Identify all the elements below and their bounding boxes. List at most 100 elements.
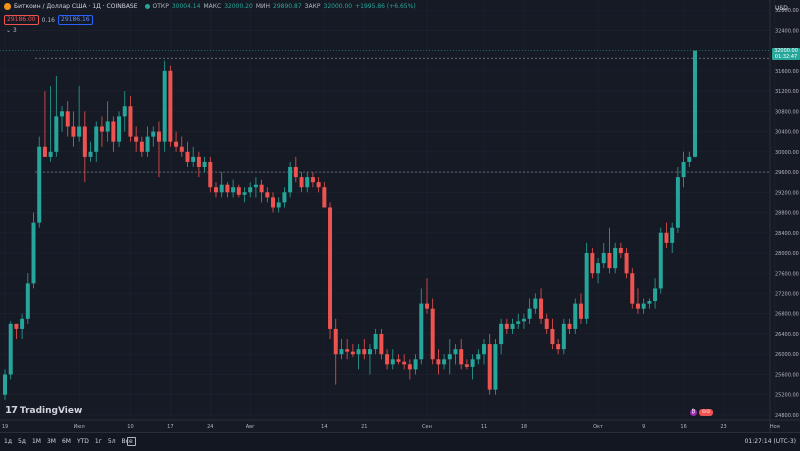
price-chart[interactable]: 24800.00 25200.00 25600.00 26000.00 26400.00… bbox=[0, 0, 800, 432]
candle-body-114 bbox=[653, 288, 658, 302]
clock-display[interactable]: 01:27:14 (UTC-3) bbox=[744, 438, 796, 445]
candle-body-121 bbox=[693, 50, 697, 157]
close-label: ЗАКР bbox=[304, 3, 321, 10]
y-tick-label-4: 26400.00 bbox=[775, 332, 799, 338]
candle-body-105 bbox=[601, 253, 606, 264]
candle-body-7 bbox=[42, 146, 47, 157]
x-tick-label-2: 10 bbox=[127, 424, 133, 430]
timeframe-4[interactable]: 6М bbox=[61, 438, 71, 445]
symbol-title[interactable]: Биткоин / Доллар США · 1Д · COINBASE bbox=[14, 3, 138, 10]
candle-body-112 bbox=[641, 303, 646, 309]
candle-body-64 bbox=[367, 349, 372, 355]
candle-body-37 bbox=[213, 187, 218, 193]
y-tick-label-5: 26800.00 bbox=[775, 312, 799, 318]
timeframe-7[interactable]: 5л bbox=[107, 438, 116, 445]
y-tick-label-6: 27200.00 bbox=[775, 291, 799, 297]
timeframe-buttons: 1д 5д 1М 3М 6М YTD 1г 5л Все bbox=[4, 438, 133, 445]
y-tick-label-3: 26000.00 bbox=[775, 352, 799, 358]
candle-body-49 bbox=[282, 192, 287, 203]
brand-name: TradingView bbox=[19, 405, 83, 416]
candle-body-53 bbox=[305, 177, 310, 188]
candle-body-40 bbox=[231, 187, 236, 193]
candle-body-104 bbox=[596, 263, 601, 274]
x-tick-label-12: 9 bbox=[642, 424, 645, 430]
indicators-toggle[interactable]: ⌄ 3 bbox=[6, 27, 17, 34]
candle-body-26 bbox=[151, 131, 156, 137]
candle-body-62 bbox=[356, 349, 361, 355]
candle-body-115 bbox=[658, 232, 663, 289]
timeframe-5[interactable]: YTD bbox=[76, 438, 89, 445]
candle-body-101 bbox=[578, 303, 583, 319]
y-tick-label-14: 30400.00 bbox=[775, 130, 799, 136]
x-tick-label-11: Окт bbox=[593, 424, 603, 430]
close-value: 32000.00 bbox=[323, 3, 353, 10]
candle-body-11 bbox=[65, 111, 70, 127]
candle-body-75 bbox=[430, 308, 435, 360]
candle-body-30 bbox=[174, 141, 179, 147]
events-markers: ₿ ⊙⊙ bbox=[690, 409, 713, 416]
y-tick-label-13: 30000.00 bbox=[775, 150, 799, 156]
candle-body-17 bbox=[99, 126, 104, 132]
candle-body-51 bbox=[293, 166, 298, 178]
candle-body-71 bbox=[407, 364, 412, 370]
candle-body-21 bbox=[122, 106, 127, 117]
timeframe-1[interactable]: 5д bbox=[17, 438, 26, 445]
candle-body-69 bbox=[396, 359, 401, 362]
last-price-tag: 32000.00 01:32:47 bbox=[772, 47, 800, 60]
candle-body-55 bbox=[316, 182, 321, 188]
sell-button[interactable]: 29186.00 bbox=[4, 15, 39, 25]
candle-body-8 bbox=[48, 151, 53, 157]
candle-body-4 bbox=[25, 283, 30, 319]
y-tick-label-15: 30800.00 bbox=[775, 109, 799, 115]
candle-body-10 bbox=[60, 111, 65, 117]
currency-label[interactable]: USD bbox=[775, 5, 788, 12]
low-label: МИН bbox=[255, 3, 271, 10]
candle-body-24 bbox=[139, 141, 144, 152]
open-label: ОТКР bbox=[152, 3, 169, 10]
tradingview-logo[interactable]: 17 TradingView bbox=[5, 405, 82, 416]
candle-body-89 bbox=[510, 323, 515, 329]
candle-body-111 bbox=[635, 303, 640, 309]
candle-body-87 bbox=[499, 323, 504, 345]
y-tick-label-8: 28000.00 bbox=[775, 251, 799, 257]
bitcoin-icon bbox=[4, 3, 11, 10]
candle-body-74 bbox=[424, 303, 429, 309]
x-tick-label-10: 18 bbox=[521, 424, 527, 430]
timeframe-3[interactable]: 3М bbox=[46, 438, 56, 445]
y-tick-label-10: 28800.00 bbox=[775, 211, 799, 217]
bar-countdown: 01:32:47 bbox=[774, 53, 798, 60]
candle-body-94 bbox=[539, 298, 544, 319]
buy-button[interactable]: 29186.16 bbox=[58, 15, 93, 25]
candle-body-27 bbox=[156, 131, 161, 142]
candle-body-23 bbox=[134, 136, 139, 142]
candle-body-20 bbox=[117, 116, 122, 142]
candle-body-15 bbox=[88, 151, 93, 157]
event-crypto-icon[interactable]: ₿ bbox=[690, 409, 697, 416]
calendar-icon[interactable] bbox=[127, 437, 136, 446]
y-tick-label-16: 31200.00 bbox=[775, 89, 799, 95]
candle-body-34 bbox=[196, 156, 201, 167]
y-tick-label-1: 25200.00 bbox=[775, 393, 799, 399]
candle-body-58 bbox=[333, 328, 338, 355]
y-tick-label-20: 32800.00 bbox=[775, 8, 799, 14]
tradingview-icon: 17 bbox=[5, 405, 18, 416]
candle-body-6 bbox=[37, 146, 42, 223]
low-value: 29890.87 bbox=[273, 3, 302, 10]
candle-body-65 bbox=[373, 333, 378, 350]
candle-body-54 bbox=[310, 177, 315, 183]
candle-body-108 bbox=[618, 247, 623, 254]
timeframe-2[interactable]: 1М bbox=[31, 438, 41, 445]
candle-body-103 bbox=[590, 253, 595, 274]
timeframe-6[interactable]: 1г bbox=[94, 438, 102, 445]
candle-body-2 bbox=[14, 323, 19, 329]
candle-body-18 bbox=[105, 121, 110, 132]
candle-body-39 bbox=[225, 184, 230, 193]
candle-body-3 bbox=[20, 318, 25, 329]
candle-body-95 bbox=[544, 318, 549, 329]
timeframe-0[interactable]: 1д bbox=[4, 438, 12, 445]
candle-body-93 bbox=[533, 298, 538, 309]
x-tick-label-3: 17 bbox=[167, 424, 173, 430]
event-dividends-icon[interactable]: ⊙⊙ bbox=[699, 409, 713, 416]
y-tick-label-0: 24800.00 bbox=[775, 413, 799, 419]
candle-body-41 bbox=[236, 187, 241, 195]
